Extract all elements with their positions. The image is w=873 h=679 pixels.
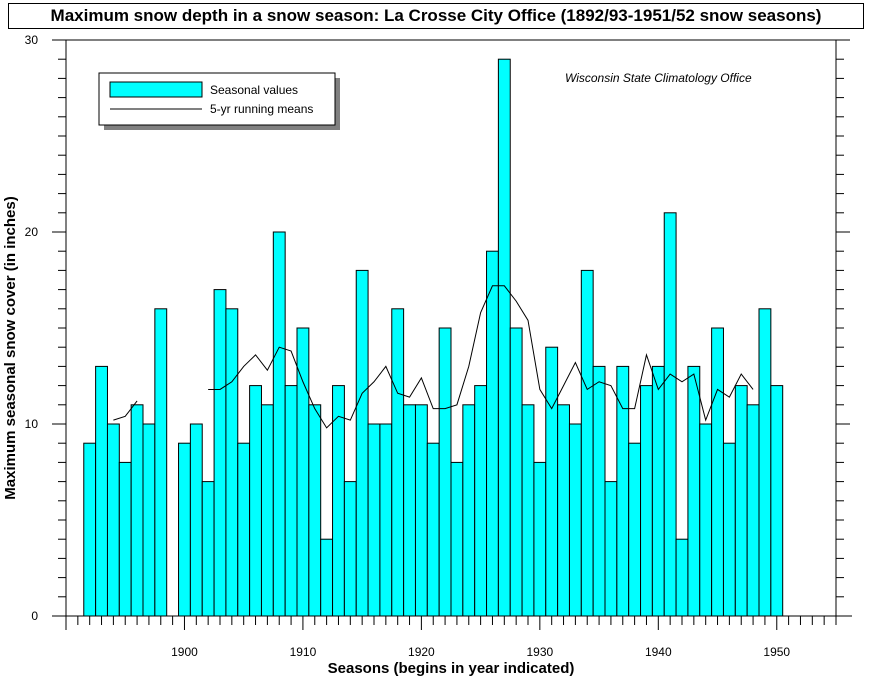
bar-1915 — [355, 269, 369, 617]
y-tick-label-20: 20 — [25, 225, 39, 239]
bar-1907 — [260, 404, 274, 617]
bar-1938 — [628, 442, 642, 617]
x-tick-label-1910: 1910 — [290, 645, 317, 659]
bar-1901 — [189, 423, 203, 617]
bar-1934 — [580, 269, 594, 617]
legend: Seasonal values 5-yr running means — [98, 72, 340, 130]
y-tick-label-10: 10 — [25, 417, 39, 431]
ticks-group: 0 10 20 30 1900 1910 1920 1930 1940 1950 — [25, 33, 850, 659]
y-tick-label-0: 0 — [31, 609, 38, 623]
bar-1941 — [663, 212, 677, 617]
bar-1909 — [284, 385, 298, 617]
y-tick-label-30: 30 — [25, 33, 39, 47]
x-tick-label-1940: 1940 — [645, 645, 672, 659]
bar-1903 — [213, 289, 227, 617]
y-axis-title: Maximum seasonal snow cover (in inches) — [2, 196, 19, 499]
bar-1911 — [308, 404, 322, 617]
bar-1892 — [83, 442, 97, 617]
bar-1893 — [95, 365, 108, 617]
bar-1937 — [616, 365, 630, 617]
bar-1921 — [426, 442, 440, 617]
x-tick-label-1930: 1930 — [526, 645, 553, 659]
bar-1922 — [438, 327, 452, 617]
running-mean-group — [113, 285, 754, 429]
annotation-text: Wisconsin State Climatology Office — [565, 71, 752, 85]
legend-bar-swatch — [109, 81, 203, 98]
bar-1919 — [403, 404, 416, 617]
bar-1944 — [699, 423, 713, 617]
x-tick-label-1900: 1900 — [171, 645, 198, 659]
bar-1950 — [770, 385, 784, 617]
bar-1932 — [557, 404, 570, 617]
bar-1912 — [320, 538, 334, 617]
bar-1923 — [450, 461, 464, 617]
bar-1933 — [568, 423, 582, 617]
bar-1895 — [118, 461, 132, 617]
bar-1898 — [154, 308, 168, 617]
bar-1949 — [758, 308, 772, 617]
bar-1896 — [130, 404, 144, 617]
bar-1906 — [249, 385, 262, 617]
bar-1914 — [343, 481, 357, 617]
bar-1905 — [237, 442, 251, 617]
bars-group — [83, 58, 784, 617]
running-mean-line-0 — [113, 400, 138, 421]
bar-1918 — [391, 308, 405, 617]
bar-1929 — [521, 404, 535, 617]
legend-line-label: 5-yr running means — [210, 102, 313, 116]
bar-1939 — [640, 385, 653, 617]
bar-1897 — [142, 423, 156, 617]
bar-1926 — [486, 250, 499, 617]
x-tick-label-1950: 1950 — [763, 645, 790, 659]
bar-1931 — [545, 346, 559, 617]
bar-1908 — [272, 231, 286, 617]
bar-1947 — [734, 385, 748, 617]
x-axis-title: Seasons (begins in year indicated) — [328, 660, 575, 677]
bar-1943 — [687, 365, 701, 617]
bar-1920 — [414, 404, 428, 617]
bar-1946 — [722, 442, 736, 617]
bar-1904 — [225, 308, 239, 617]
bar-1948 — [746, 404, 760, 617]
bar-1925 — [474, 385, 488, 617]
bar-1935 — [592, 365, 606, 617]
bar-1894 — [106, 423, 120, 617]
bar-1917 — [379, 423, 393, 617]
bar-1940 — [651, 365, 665, 617]
bar-1936 — [604, 481, 618, 617]
bar-1930 — [533, 461, 547, 617]
bar-1928 — [509, 327, 523, 617]
bar-1900 — [178, 442, 191, 617]
bar-1916 — [367, 423, 381, 617]
bar-1902 — [201, 481, 215, 617]
chart-title: Maximum snow depth in a snow season: La … — [8, 3, 864, 29]
running-mean-line-1 — [208, 285, 754, 429]
legend-bar-label: Seasonal values — [210, 83, 298, 97]
bar-1945 — [711, 327, 724, 617]
legend-box — [98, 72, 336, 126]
x-tick-label-1920: 1920 — [408, 645, 435, 659]
bar-1942 — [675, 538, 689, 617]
bar-1924 — [462, 404, 476, 617]
bar-1927 — [497, 58, 511, 617]
